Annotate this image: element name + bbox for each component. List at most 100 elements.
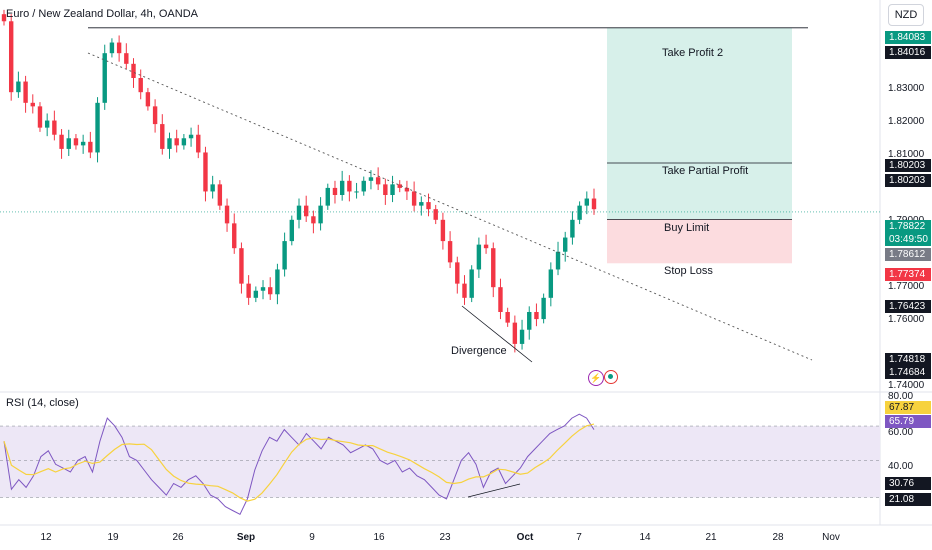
divergence-price-line (461, 305, 533, 363)
candle-body (368, 177, 374, 181)
candle-body (433, 209, 438, 220)
candle-body (332, 187, 338, 195)
candle-body (311, 216, 316, 224)
tp2-top-price-label: 1.84083 (885, 31, 931, 44)
candle-body (303, 205, 309, 217)
stop-loss-label: Stop Loss (664, 265, 713, 277)
candle-body (462, 283, 467, 298)
candle-body (347, 180, 352, 192)
y-tick: 1.76000 (888, 314, 925, 325)
candle-body (174, 138, 179, 146)
candle-body (397, 184, 402, 188)
candle-body (570, 219, 575, 238)
candle-body (30, 102, 35, 107)
x-tick: 28 (772, 532, 784, 543)
last-price-label: 1.78822 (885, 220, 931, 233)
candle-body (563, 237, 568, 252)
y-tick: 1.77000 (888, 281, 925, 292)
partial-profit-price-label: 1.80203 (885, 159, 931, 172)
x-tick: 16 (373, 532, 385, 543)
candle-body (296, 205, 302, 220)
candle-body (116, 42, 122, 54)
candle-body (440, 219, 446, 242)
candle-body (239, 248, 244, 284)
flash-event-icon[interactable]: ⚡ (588, 370, 604, 386)
candle-body (188, 134, 194, 139)
trend-line (87, 52, 813, 361)
y-tick: 1.83000 (888, 83, 925, 94)
candle-body (527, 312, 532, 330)
candle-body (534, 312, 539, 320)
x-tick: 21 (705, 532, 717, 543)
rsi-indicator-label[interactable]: RSI (14, close) (6, 397, 79, 409)
candle-body (390, 184, 395, 195)
candle-countdown-label: 03:49:50 (885, 233, 931, 246)
candle-body (59, 134, 64, 149)
symbol-title[interactable]: Euro / New Zealand Dollar, 4h, OANDA (6, 8, 198, 20)
x-tick: 7 (576, 532, 582, 543)
candle-body (210, 184, 215, 192)
partial-profit-price-label-2: 1.80203 (885, 174, 931, 187)
candle-body (196, 134, 201, 153)
candle-body (282, 241, 287, 270)
earnings-event-icon[interactable] (604, 370, 618, 384)
candle-body (73, 138, 79, 146)
buy-limit-label: Buy Limit (664, 222, 710, 234)
x-tick: 9 (309, 532, 315, 543)
level-price-label: 1.76423 (885, 300, 931, 313)
candle-body (555, 251, 561, 270)
x-tick: 12 (40, 532, 52, 543)
rsi-ma-line (3, 423, 595, 502)
candle-body (224, 205, 230, 224)
x-tick: 19 (107, 532, 119, 543)
candle-body (519, 329, 525, 344)
x-tick: 23 (439, 532, 451, 543)
currency-button[interactable]: NZD (888, 4, 924, 26)
candle-body (131, 63, 136, 78)
candle-body (339, 180, 345, 195)
candle-body (419, 202, 424, 206)
candle-body (138, 78, 143, 93)
candle-body (102, 53, 107, 103)
candle-body (483, 244, 489, 249)
candle-body (289, 219, 295, 242)
candle-body (548, 269, 554, 298)
candle-body (505, 312, 510, 323)
candle-body (469, 269, 474, 298)
rsi-tick-60: 60.00 (888, 427, 914, 438)
candle-body (476, 244, 482, 270)
rsi-value-label: 65.79 (885, 415, 931, 428)
candle-body (109, 42, 115, 54)
rsi-min-label: 21.08 (885, 493, 931, 506)
candle-body (66, 138, 71, 149)
candle-body (383, 184, 388, 195)
candle-body (577, 205, 582, 220)
candle-body (361, 180, 366, 192)
candle-body (124, 53, 129, 64)
candle-body (455, 262, 460, 284)
candle-body (498, 287, 503, 312)
candle-body (203, 152, 208, 192)
candle-body (1, 14, 7, 22)
candle-body (232, 223, 237, 249)
x-tick: 26 (172, 532, 184, 543)
divergence-label: Divergence (451, 345, 507, 357)
x-tick: Nov (822, 532, 840, 543)
candle-body (52, 120, 57, 135)
candle-body (23, 81, 28, 103)
loss-zone (607, 219, 792, 264)
rsi-tick-40: 40.00 (888, 461, 914, 472)
candle-body (541, 297, 546, 320)
candle-body (217, 184, 223, 206)
rsi-upper-label: 67.87 (885, 401, 931, 414)
take-profit-2-label: Take Profit 2 (662, 47, 724, 59)
candle-body (181, 138, 187, 146)
candle-body (37, 106, 43, 128)
level-price-label: 1.74684 (885, 366, 931, 379)
x-tick: Oct (516, 532, 534, 543)
candle-body (16, 81, 21, 93)
candle-body (268, 287, 273, 295)
candle-body (80, 141, 86, 146)
rsi-tick-80: 80.00 (888, 391, 914, 402)
